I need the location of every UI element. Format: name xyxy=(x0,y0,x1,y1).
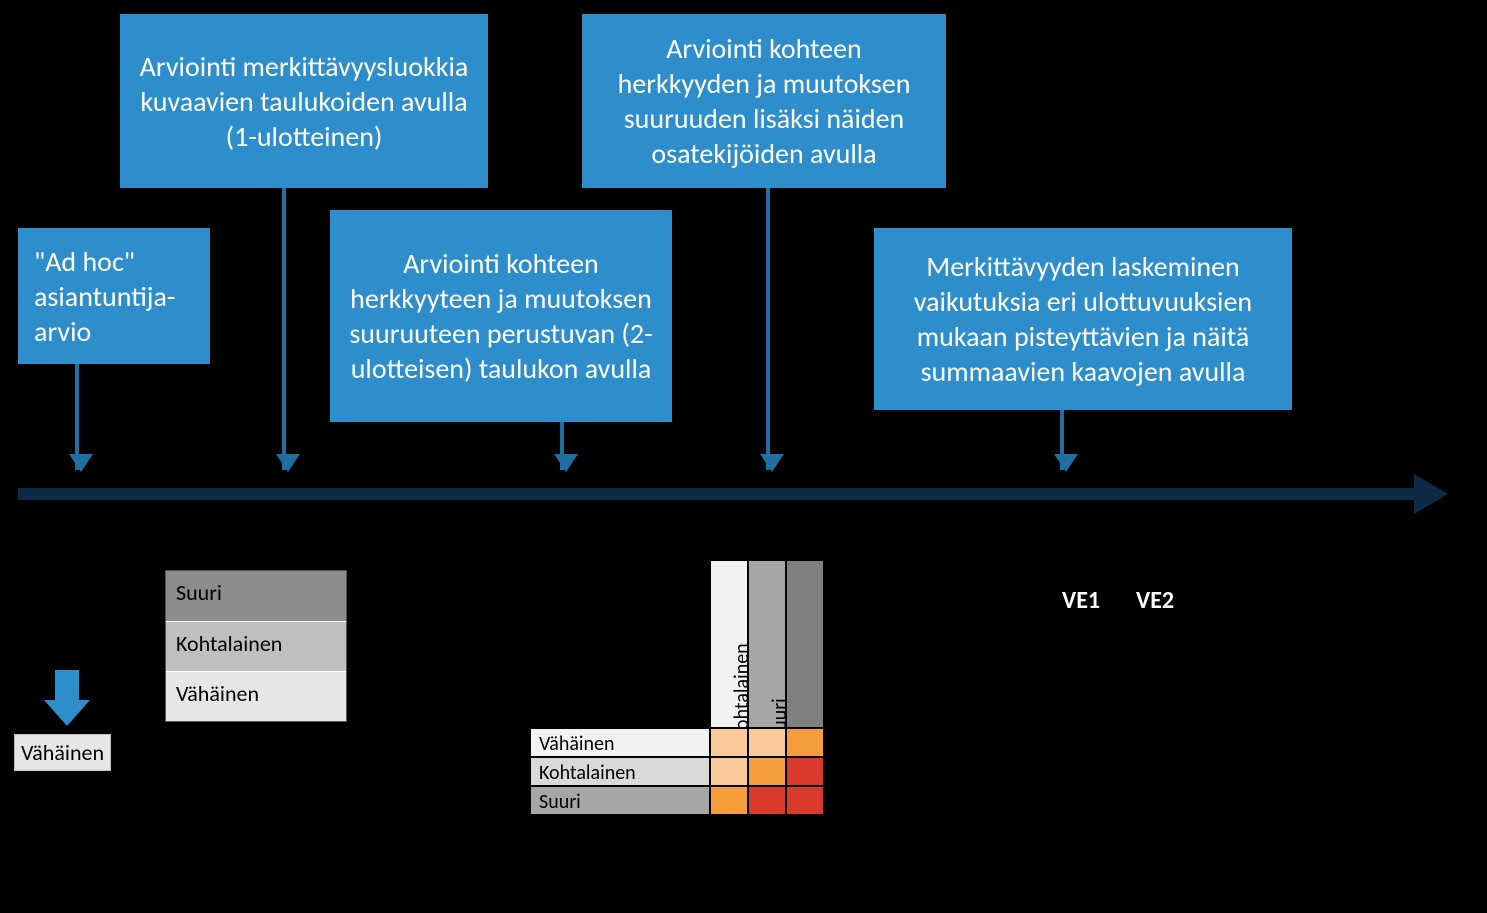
matrix-row-label: Kohtalainen xyxy=(530,757,710,786)
connector-subfactors xyxy=(766,188,770,470)
matrix-cell xyxy=(786,757,824,786)
matrix-cell xyxy=(710,728,748,757)
result-tag-label: Vähäinen xyxy=(21,739,104,766)
matrix-cell xyxy=(786,728,824,757)
table-1d-row: Vähäinen xyxy=(166,671,346,721)
box-formula-scoring: Merkittävyyden laskeminen vaikutuksia er… xyxy=(874,228,1292,410)
connector-1d-table xyxy=(282,188,286,470)
connector-ad-hoc xyxy=(75,364,79,470)
box-text: Merkittävyyden laskeminen vaikutuksia er… xyxy=(890,249,1276,389)
result-tag: Vähäinen xyxy=(14,734,111,771)
matrix-cell xyxy=(748,757,786,786)
matrix-cell xyxy=(710,786,748,815)
table-1d-row: Kohtalainen xyxy=(166,621,346,671)
box-text: "Ad hoc" asiantuntija-arvio xyxy=(34,244,194,349)
connector-2d-table xyxy=(560,422,564,470)
box-text: Arviointi kohteen herkkyyteen ja muutoks… xyxy=(346,246,656,386)
result-arrow-icon xyxy=(44,670,90,726)
matrix-row-label: Vähäinen xyxy=(530,728,710,757)
timeline-arrow xyxy=(18,488,1418,500)
table-1d: SuuriKohtalainenVähäinen xyxy=(165,570,347,722)
matrix-cell xyxy=(748,728,786,757)
matrix-cell xyxy=(786,786,824,815)
matrix-cell xyxy=(748,786,786,815)
ve-col-2: VE2 xyxy=(1136,586,1174,615)
box-ad-hoc: "Ad hoc" asiantuntija-arvio xyxy=(18,228,210,364)
box-text: Arviointi kohteen herkkyyden ja muutokse… xyxy=(598,31,930,171)
matrix-row-label: Suuri xyxy=(530,786,710,815)
connector-formula xyxy=(1060,410,1064,470)
ve-col-1: VE1 xyxy=(1062,586,1100,615)
matrix-cell xyxy=(710,757,748,786)
box-text: Arviointi merkittävyysluokkia kuvaavien … xyxy=(136,49,472,154)
box-2d-table: Arviointi kohteen herkkyyteen ja muutoks… xyxy=(330,210,672,422)
box-1d-table: Arviointi merkittävyysluokkia kuvaavien … xyxy=(120,14,488,188)
box-subfactors: Arviointi kohteen herkkyyden ja muutokse… xyxy=(582,14,946,188)
table-1d-row: Suuri xyxy=(166,571,346,621)
